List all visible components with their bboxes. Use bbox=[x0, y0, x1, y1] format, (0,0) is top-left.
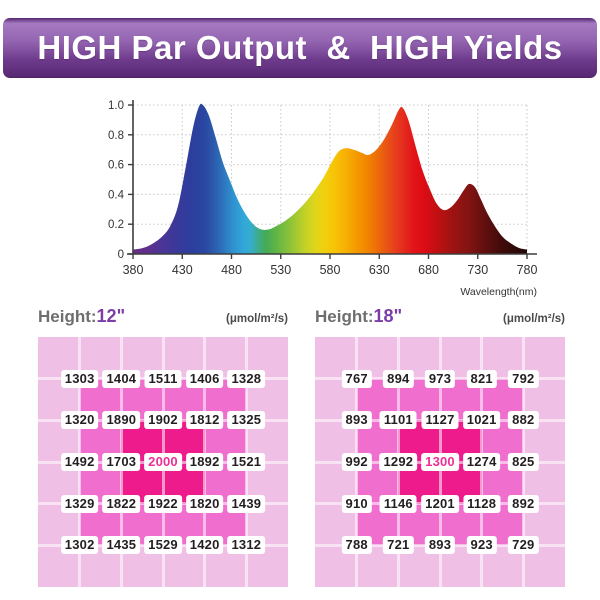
ppfd-value-badge: 1021 bbox=[462, 411, 501, 430]
ppfd-value-badge: 892 bbox=[508, 494, 539, 513]
x-tick-label: 680 bbox=[418, 263, 439, 277]
ppfd-value-badge: 788 bbox=[341, 536, 372, 555]
ppfd-value-badge: 792 bbox=[508, 369, 539, 388]
ppfd-value-badge: 1420 bbox=[185, 536, 224, 555]
ppfd-value-badge: 721 bbox=[383, 536, 414, 555]
ppfd-value-badge: 1435 bbox=[102, 536, 141, 555]
ppfd-value-badge: 1820 bbox=[185, 494, 224, 513]
units-label: (μmol/m²/s) bbox=[226, 313, 288, 325]
ppfd-value-badge: 893 bbox=[341, 411, 372, 430]
ppfd-value-badge: 1325 bbox=[227, 411, 266, 430]
ppfd-value-badge: 894 bbox=[383, 369, 414, 388]
y-tick-label: 0.2 bbox=[108, 219, 124, 231]
spectrum-chart: 0 0.2 0.4 0.6 0.8 1.0 380 430 480 530 580 630 680 730… bbox=[108, 100, 538, 298]
ppfd-value-badge: 1822 bbox=[102, 494, 141, 513]
height-value-18in: 18" bbox=[373, 306, 403, 326]
ppfd-value-badge: 767 bbox=[341, 369, 372, 388]
ppfd-value-badge: 1404 bbox=[102, 369, 141, 388]
ppfd-value-badge: 973 bbox=[424, 369, 456, 388]
x-tick-label: 480 bbox=[221, 263, 242, 277]
ppfd-center-value: 1300 bbox=[421, 453, 459, 471]
ppfd-value-badge: 1329 bbox=[60, 494, 99, 513]
ppfd-value-badge: 1128 bbox=[463, 494, 501, 513]
banner: HIGH Par Output & HIGH Yields bbox=[3, 18, 597, 78]
ppfd-value-badge: 910 bbox=[341, 494, 372, 513]
ppfd-value-badge: 1922 bbox=[144, 494, 182, 513]
ppfd-value-badge: 1127 bbox=[421, 411, 459, 430]
ppfd-map-block-12in: Height: 12" (μmol/m²/s) 1303 1404 1511 1406… bbox=[38, 306, 288, 587]
x-tick-label: 380 bbox=[123, 263, 144, 277]
ppfd-center-value: 2000 bbox=[144, 453, 182, 471]
spectrum-chart-container: 0 0.2 0.4 0.6 0.8 1.0 380 430 480 530 580 630 680 730… bbox=[0, 90, 600, 302]
ppfd-value-badge: 1492 bbox=[60, 453, 99, 471]
ppfd-value-badge: 1292 bbox=[379, 453, 418, 471]
ppfd-value-badge: 1274 bbox=[462, 453, 501, 471]
ppfd-value-badge: 1892 bbox=[185, 453, 224, 471]
ppfd-grid-18in: 767 894 973 821 792 893 1101 1127 1021 882 992 1292… bbox=[315, 337, 565, 587]
map-header-18in: Height: 18" (μmol/m²/s) bbox=[315, 306, 565, 330]
ppfd-value-badge: 1902 bbox=[144, 411, 182, 430]
x-tick-label: 730 bbox=[467, 263, 488, 277]
map-header-12in: Height: 12" (μmol/m²/s) bbox=[38, 306, 288, 330]
y-tick-label: 0 bbox=[118, 249, 124, 261]
y-tick-label: 0.6 bbox=[108, 160, 124, 172]
ppfd-value-badge: 1529 bbox=[144, 536, 182, 555]
height-value-12in: 12" bbox=[96, 306, 126, 326]
x-tick-label: 780 bbox=[517, 263, 538, 277]
ppfd-value-badge: 1303 bbox=[60, 369, 99, 388]
ppfd-value-badge: 893 bbox=[424, 536, 456, 555]
spectrum-area bbox=[133, 103, 527, 255]
ppfd-value-badge: 1201 bbox=[421, 494, 459, 513]
y-tick-label: 0.8 bbox=[108, 130, 124, 142]
ppfd-value-badge: 1890 bbox=[102, 411, 141, 430]
ppfd-value-badge: 1146 bbox=[379, 494, 417, 513]
ppfd-value-badge: 1302 bbox=[60, 536, 99, 555]
ppfd-value-badge: 1101 bbox=[379, 411, 417, 430]
ppfd-value-badge: 1439 bbox=[227, 494, 266, 513]
ppfd-grid-12in: 1303 1404 1511 1406 1328 1320 1890 1902 1812 1325… bbox=[38, 337, 288, 587]
ppfd-value-badge: 729 bbox=[508, 536, 539, 555]
x-tick-label: 580 bbox=[320, 263, 341, 277]
banner-title: HIGH Par Output & HIGH Yields bbox=[37, 29, 563, 66]
x-tick-label: 530 bbox=[270, 263, 291, 277]
x-tick-label: 430 bbox=[172, 263, 193, 277]
height-label: Height: bbox=[38, 307, 97, 326]
ppfd-value-badge: 1812 bbox=[185, 411, 224, 430]
ppfd-value-badge: 1703 bbox=[102, 453, 141, 471]
ppfd-value-badge: 992 bbox=[341, 453, 372, 471]
ppfd-map-block-18in: Height: 18" (μmol/m²/s) 767 894 973 821 792 8… bbox=[315, 306, 565, 587]
ppfd-value-badge: 923 bbox=[466, 536, 497, 555]
x-tick-label: 630 bbox=[369, 263, 390, 277]
ppfd-value-badge: 821 bbox=[466, 369, 497, 388]
units-label: (μmol/m²/s) bbox=[503, 313, 565, 325]
ppfd-value-badge: 1328 bbox=[227, 369, 266, 388]
y-tick-label: 0.4 bbox=[108, 189, 125, 201]
height-label: Height: bbox=[315, 307, 374, 326]
ppfd-value-badge: 825 bbox=[508, 453, 539, 471]
ppfd-value-badge: 882 bbox=[508, 411, 539, 430]
ppfd-value-badge: 1312 bbox=[227, 536, 266, 555]
ppfd-value-badge: 1406 bbox=[185, 369, 224, 388]
ppfd-value-badge: 1511 bbox=[144, 369, 182, 388]
x-axis-label: Wavelength(nm) bbox=[460, 286, 537, 298]
ppfd-value-badge: 1320 bbox=[60, 411, 99, 430]
y-tick-label: 1.0 bbox=[108, 100, 124, 112]
ppfd-value-badge: 1521 bbox=[227, 453, 266, 471]
